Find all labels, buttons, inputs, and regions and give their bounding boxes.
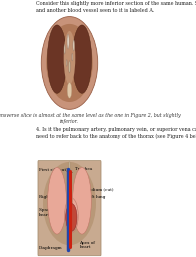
Ellipse shape [67,82,72,98]
Text: Trachea: Trachea [70,167,92,173]
Ellipse shape [72,25,92,93]
Ellipse shape [69,61,70,73]
Ellipse shape [46,24,93,102]
Text: Pericardium (cut): Pericardium (cut) [76,188,114,210]
Text: Right lung: Right lung [39,195,62,199]
Ellipse shape [64,31,75,85]
Text: Consider this slightly more inferior section of the same human. Structure B is l: Consider this slightly more inferior sec… [35,1,196,13]
Ellipse shape [48,168,66,234]
Bar [69,162,70,204]
Ellipse shape [67,34,69,49]
Text: Space of
heart: Space of heart [39,208,57,217]
Ellipse shape [73,168,91,234]
Text: Diaphragm: Diaphragm [39,246,63,250]
Text: Left lung: Left lung [86,195,105,199]
Text: Figure 3. This transverse slice is almost at the same level as the one in Figure: Figure 3. This transverse slice is almos… [0,113,180,124]
Text: 4. Is it the pulmonary artery, pulmonary vein, or superior vena cava? How can yo: 4. Is it the pulmonary artery, pulmonary… [35,127,196,139]
Text: Apex of
heart: Apex of heart [79,241,95,250]
Ellipse shape [66,204,77,231]
Text: First rib (cut): First rib (cut) [39,167,68,171]
FancyBboxPatch shape [38,161,101,256]
Ellipse shape [43,162,96,245]
Ellipse shape [47,25,67,93]
Ellipse shape [73,40,74,51]
Ellipse shape [66,60,67,66]
Ellipse shape [72,53,73,61]
Ellipse shape [41,17,98,109]
Ellipse shape [64,44,65,54]
